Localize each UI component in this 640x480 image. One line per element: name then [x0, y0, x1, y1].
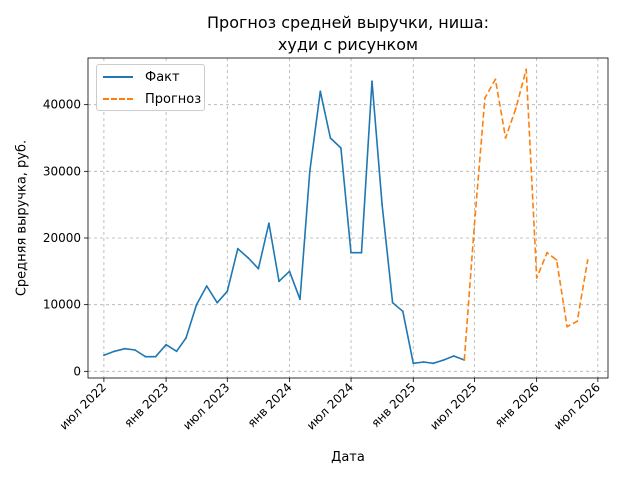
data-point-fact	[340, 147, 342, 149]
legend-label-fact: Факт	[145, 69, 180, 85]
x-tick-label: июл 2024	[304, 380, 356, 432]
data-point-forecast	[473, 223, 476, 226]
data-point-forecast	[546, 251, 548, 254]
data-point-fact	[360, 251, 363, 254]
data-point-forecast	[576, 320, 579, 323]
data-point-forecast	[525, 68, 528, 71]
data-point-fact	[288, 270, 291, 273]
data-point-fact	[401, 310, 404, 313]
data-point-fact	[185, 337, 187, 339]
data-point-fact	[257, 267, 260, 270]
data-point-fact	[124, 347, 126, 350]
legend-item-forecast: Прогноз	[103, 90, 201, 108]
x-tick-label: июл 2022	[57, 380, 109, 432]
data-point-forecast	[555, 259, 558, 261]
data-point-fact	[165, 343, 168, 346]
data-point-forecast	[484, 97, 486, 99]
data-point-fact	[391, 301, 394, 304]
plot-frame	[87, 57, 609, 379]
data-point-fact	[144, 355, 147, 358]
data-point-fact	[452, 355, 455, 357]
data-point-forecast	[494, 78, 497, 81]
data-point-fact	[103, 354, 105, 357]
legend-swatch-fact	[103, 76, 133, 78]
data-point-fact	[371, 80, 373, 83]
data-point-fact	[381, 203, 383, 206]
x-tick-label: июл 2026	[551, 380, 603, 432]
data-point-forecast	[586, 259, 589, 261]
y-tick-label: 40000	[43, 98, 81, 112]
x-tick-label: июл 2025	[427, 380, 479, 432]
data-point-fact	[442, 359, 445, 361]
y-axis-label: Средняя выручка, руб.	[14, 139, 30, 297]
series-line-forecast	[463, 68, 589, 361]
data-point-fact	[216, 301, 219, 304]
chart-title-line-2: худи с рисунком	[277, 35, 419, 54]
x-tick-label: июл 2023	[180, 380, 232, 432]
data-point-fact	[134, 349, 136, 351]
data-point-fact	[308, 170, 311, 173]
data-point-fact	[195, 303, 198, 306]
x-tick-label: янв 2023	[121, 380, 171, 430]
data-point-fact	[299, 298, 301, 301]
data-point-fact	[432, 362, 435, 365]
x-tick-label: янв 2025	[369, 380, 419, 430]
y-tick-label: 20000	[43, 231, 81, 245]
data-point-fact	[329, 137, 332, 139]
data-point-forecast	[515, 107, 517, 109]
legend-swatch-forecast	[103, 98, 133, 100]
y-tick-label: 0	[73, 364, 81, 378]
data-point-fact	[226, 290, 229, 293]
x-tick-label: янв 2024	[245, 380, 295, 430]
data-point-fact	[154, 355, 157, 358]
data-point-forecast	[566, 325, 568, 328]
data-point-fact	[278, 280, 280, 283]
data-point-forecast	[535, 277, 538, 279]
y-tick-label: 30000	[43, 164, 81, 178]
data-point-fact	[350, 251, 352, 254]
data-point-fact	[205, 285, 208, 287]
data-point-forecast	[463, 359, 466, 361]
data-point-fact	[268, 222, 270, 225]
data-point-forecast	[504, 137, 507, 139]
legend-item-fact: Факт	[103, 68, 180, 86]
data-point-fact	[412, 362, 415, 365]
legend: Факт Прогноз	[96, 64, 205, 111]
chart-title-line-1: Прогноз средней выручки, ниша:	[207, 13, 489, 32]
legend-label-forecast: Прогноз	[145, 91, 202, 107]
x-tick-label: янв 2026	[492, 380, 542, 430]
series-line-fact	[103, 80, 465, 365]
data-point-fact	[175, 350, 178, 353]
y-tick-label: 10000	[43, 298, 81, 312]
data-point-fact	[236, 247, 239, 250]
data-point-fact	[247, 257, 250, 259]
data-point-fact	[422, 361, 425, 363]
data-point-fact	[113, 350, 116, 353]
x-axis-label: Дата	[331, 450, 365, 465]
data-point-fact	[319, 90, 322, 93]
